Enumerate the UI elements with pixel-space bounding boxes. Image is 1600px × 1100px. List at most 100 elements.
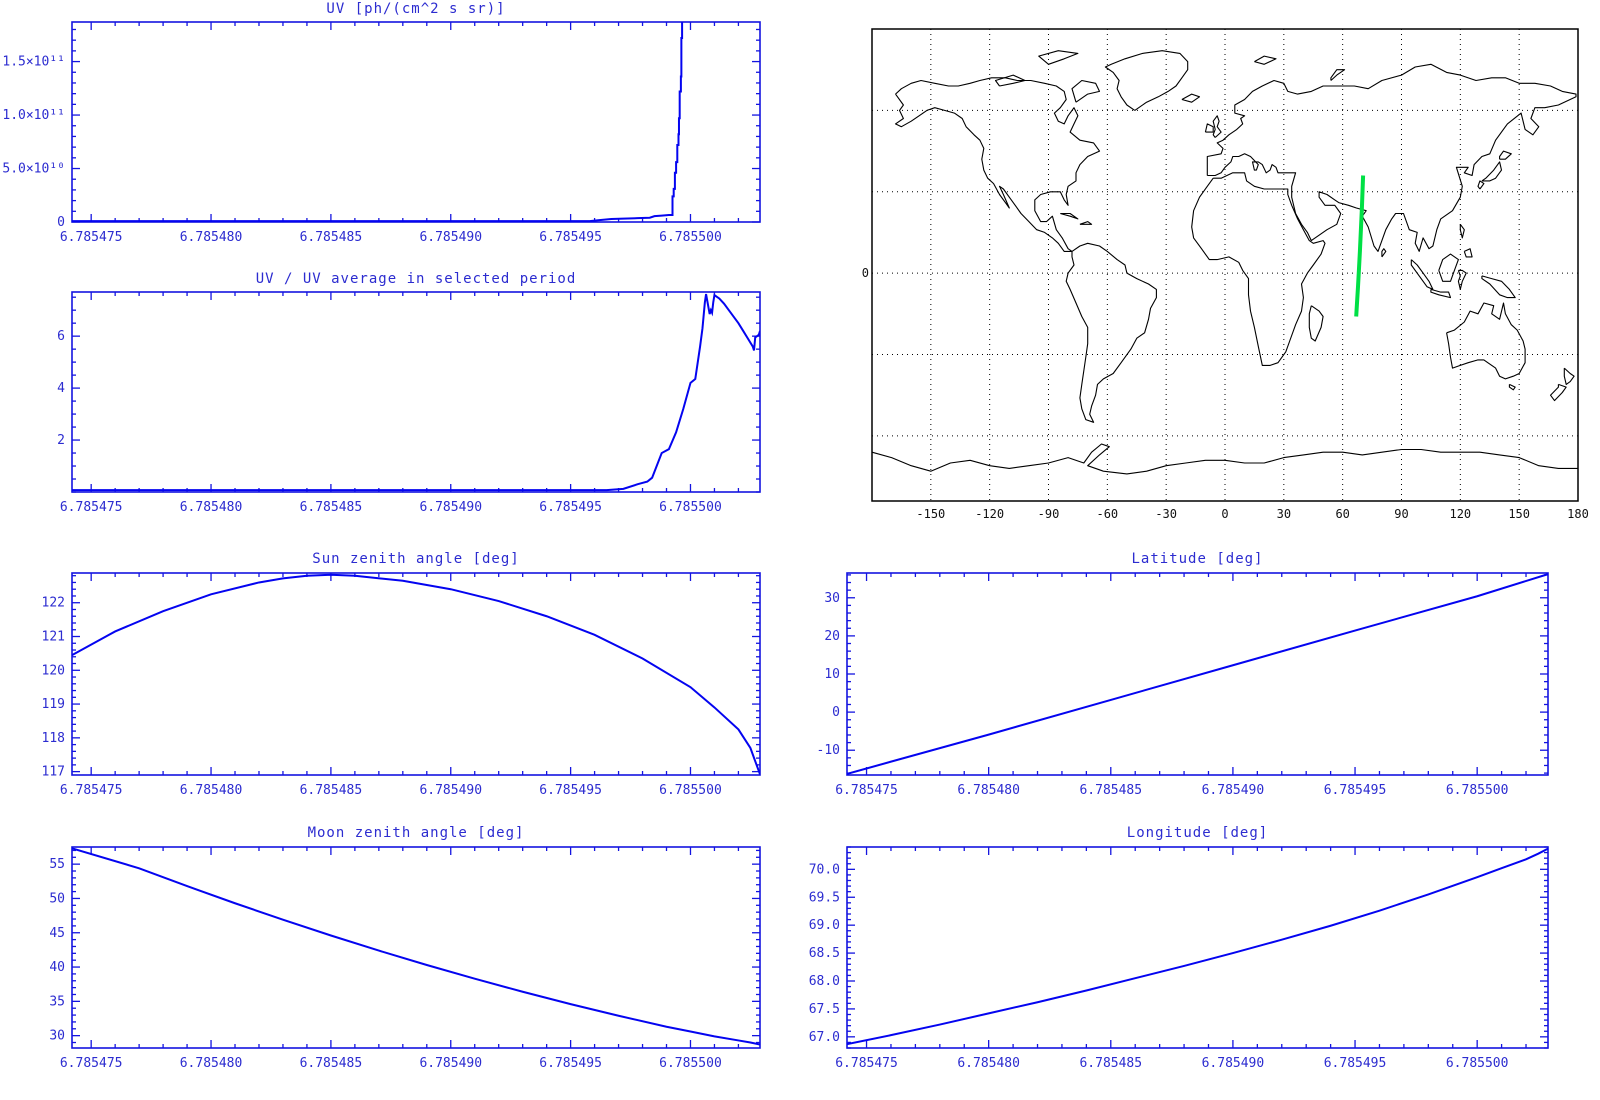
uv-xtick-label: 6.785495: [539, 230, 602, 245]
moon-zenith-frame: [71, 846, 761, 1049]
latitude-xtick-label: 6.785485: [1079, 783, 1142, 798]
latitude-plot-title: Latitude [deg]: [1131, 551, 1264, 567]
sun-zenith-ytick-label: 120: [42, 663, 65, 678]
map-lat-label: 0: [862, 266, 869, 280]
sun-zenith-ytick-label: 122: [42, 596, 65, 611]
coastline: [1563, 367, 1575, 385]
uv-ytick-label: 0: [57, 215, 65, 230]
longitude-ytick-label: 68.0: [809, 974, 840, 989]
coastline: [1308, 305, 1324, 342]
sun-zenith-xtick-label: 6.785485: [300, 783, 363, 798]
moon-zenith-xtick-label: 6.785475: [60, 1056, 123, 1071]
longitude-ytick-label: 69.0: [809, 918, 840, 933]
longitude-ytick-label: 70.0: [809, 862, 840, 877]
sun-zenith-ytick-label: 121: [42, 630, 65, 645]
longitude-ytick-label: 69.5: [809, 890, 840, 905]
coastline: [1438, 253, 1459, 282]
sun-zenith-ytick-label: 119: [42, 697, 65, 712]
uv-ratio-xtick-label: 6.785500: [659, 500, 722, 515]
coastline: [1430, 288, 1452, 299]
uv-ratio-xtick-label: 6.785485: [300, 500, 363, 515]
latitude-ytick-label: 30: [824, 591, 840, 606]
latitude-xtick-label: 6.785475: [835, 783, 898, 798]
sun-zenith-ytick-label: 117: [42, 765, 65, 780]
coastline: [1191, 172, 1326, 366]
uv-ratio-data-line: [72, 293, 760, 492]
map-lon-label: 150: [1508, 507, 1530, 521]
uv-ytick-label: 5.0×10¹⁰: [2, 162, 65, 177]
coastline: [1206, 63, 1577, 252]
moon-zenith-xtick-label: 6.785495: [539, 1056, 602, 1071]
longitude-xtick-label: 6.785490: [1202, 1056, 1265, 1071]
longitude-xtick-label: 6.785480: [957, 1056, 1020, 1071]
coastline: [871, 443, 1578, 475]
uv-ratio-plot-title: UV / UV average in selected period: [255, 271, 577, 287]
uv-ytick-label: 1.0×10¹¹: [2, 108, 65, 123]
map-lon-label: -60: [1096, 507, 1118, 521]
sun-zenith-plot: 6.785475 6.785480 6.785485 6.785490 6.785495…: [42, 572, 761, 798]
coastline: [1060, 212, 1079, 220]
coastline: [1381, 248, 1387, 258]
latitude-xtick-label: 6.785500: [1446, 783, 1509, 798]
coastline: [1212, 115, 1222, 138]
moon-zenith-xtick-label: 6.785500: [659, 1056, 722, 1071]
world-map: -150 -120 -90 -60 -30 0 30 60 90 120 150 180 0: [862, 28, 1589, 521]
sun-zenith-data-line: [72, 573, 760, 775]
longitude-plot-title: Longitude [deg]: [1126, 825, 1269, 841]
coastline: [1104, 50, 1189, 111]
sun-zenith-frame: [71, 572, 761, 776]
sun-zenith-xtick-label: 6.785500: [659, 783, 722, 798]
uv-xtick-label: 6.785485: [300, 230, 363, 245]
longitude-ytick-label: 67.5: [809, 1002, 840, 1017]
moon-zenith-ytick-label: 50: [49, 891, 65, 906]
coastline: [994, 74, 1026, 87]
sun-zenith-xtick-label: 6.785490: [419, 783, 482, 798]
uv-ratio-frame: [71, 291, 761, 493]
coastline: [1459, 223, 1465, 239]
map-lon-label: 120: [1449, 507, 1471, 521]
longitude-xtick-label: 6.785475: [835, 1056, 898, 1071]
coastline: [1079, 221, 1093, 225]
coastline: [1499, 150, 1512, 160]
moon-zenith-ytick-label: 45: [49, 926, 65, 941]
sun-zenith-ytick-label: 118: [42, 731, 65, 746]
longitude-xtick-label: 6.785495: [1324, 1056, 1387, 1071]
uv-ratio-ytick-label: 6: [57, 329, 65, 344]
latitude-data-line: [847, 573, 1548, 775]
uv-ratio-xtick-label: 6.785475: [60, 500, 123, 515]
moon-zenith-ytick-label: 40: [49, 960, 65, 975]
latitude-xtick-label: 6.785480: [957, 783, 1020, 798]
uv-data-line: [72, 22, 684, 222]
uv-plot: 6.785475 6.785480 6.785485 6.785490 6.785495…: [2, 21, 761, 245]
coastline: [1065, 242, 1157, 423]
moon-zenith-plot-title: Moon zenith angle [deg]: [307, 825, 525, 841]
uv-ratio-xtick-label: 6.785480: [180, 500, 243, 515]
uv-xtick-label: 6.785475: [60, 230, 123, 245]
longitude-plot: 6.785475 6.785480 6.785485 6.785490 6.785495…: [809, 846, 1549, 1071]
moon-zenith-xtick-label: 6.785480: [180, 1056, 243, 1071]
coastline: [1463, 248, 1473, 258]
coastline: [1254, 55, 1277, 65]
coastline: [894, 77, 1101, 252]
latitude-xtick-label: 6.785490: [1202, 783, 1265, 798]
uv-frame: [71, 21, 761, 223]
longitude-data-line: [847, 847, 1548, 1046]
longitude-xtick-label: 6.785500: [1446, 1056, 1509, 1071]
moon-zenith-plot: 6.785475 6.785480 6.785485 6.785490 6.785495…: [49, 846, 761, 1071]
latitude-ytick-label: 10: [824, 667, 840, 682]
map-lon-label: -120: [975, 507, 1004, 521]
coastline: [1330, 69, 1346, 81]
map-lon-label: 30: [1277, 507, 1291, 521]
moon-zenith-xtick-label: 6.785490: [419, 1056, 482, 1071]
sun-zenith-xtick-label: 6.785480: [180, 783, 243, 798]
uv-ratio-xtick-label: 6.785490: [419, 500, 482, 515]
moon-zenith-xtick-label: 6.785485: [300, 1056, 363, 1071]
moon-zenith-ytick-label: 35: [49, 994, 65, 1009]
map-lon-label: -150: [916, 507, 945, 521]
map-lon-label: -90: [1038, 507, 1060, 521]
uv-ratio-xtick-label: 6.785495: [539, 500, 602, 515]
sun-zenith-xtick-label: 6.785495: [539, 783, 602, 798]
uv-xtick-label: 6.785480: [180, 230, 243, 245]
map-lon-label: 60: [1335, 507, 1349, 521]
